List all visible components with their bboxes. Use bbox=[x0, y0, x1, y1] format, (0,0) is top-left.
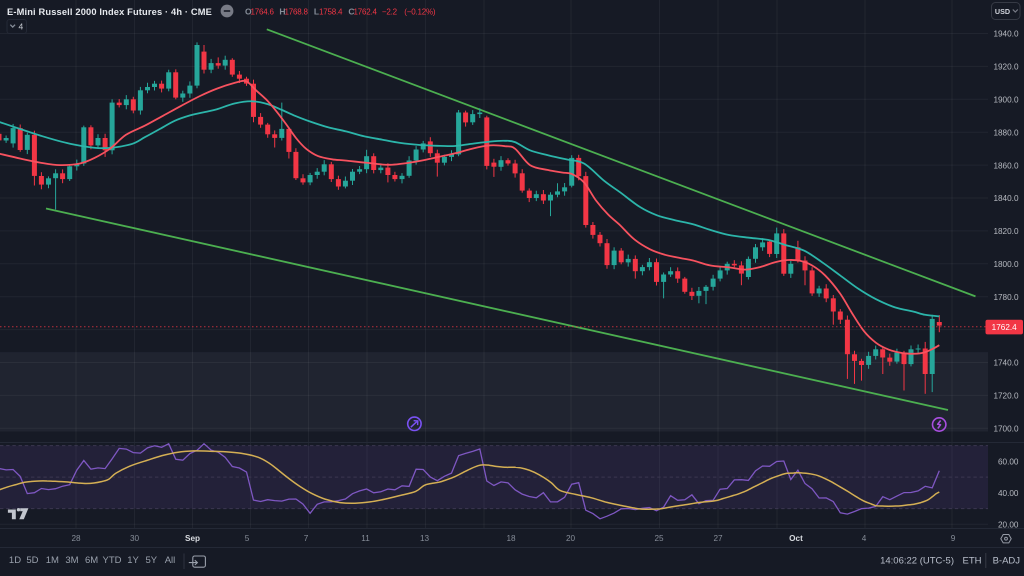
svg-text:5D: 5D bbox=[26, 555, 38, 566]
svg-text:All: All bbox=[165, 555, 176, 566]
svg-text:3M: 3M bbox=[65, 555, 78, 566]
svg-text:1840.0: 1840.0 bbox=[993, 194, 1018, 203]
svg-text:1880.0: 1880.0 bbox=[993, 128, 1018, 137]
svg-text:1820.0: 1820.0 bbox=[993, 227, 1018, 236]
svg-text:1762.4: 1762.4 bbox=[354, 8, 378, 17]
svg-text:1M: 1M bbox=[46, 555, 59, 566]
svg-text:30: 30 bbox=[130, 534, 140, 543]
svg-text:40.00: 40.00 bbox=[998, 489, 1019, 498]
svg-text:USD: USD bbox=[995, 7, 1010, 16]
svg-text:Sep: Sep bbox=[185, 534, 200, 543]
svg-text:1940.0: 1940.0 bbox=[993, 30, 1018, 39]
svg-text:5Y: 5Y bbox=[145, 555, 157, 566]
svg-text:28: 28 bbox=[71, 534, 81, 543]
svg-text:1900.0: 1900.0 bbox=[993, 96, 1018, 105]
svg-text:YTD: YTD bbox=[103, 555, 122, 566]
svg-text:ETH: ETH bbox=[963, 556, 982, 567]
svg-text:13: 13 bbox=[420, 534, 430, 543]
svg-text:1720.0: 1720.0 bbox=[993, 392, 1018, 401]
svg-text:O: O bbox=[245, 7, 252, 17]
svg-text:E-Mini Russell 2000 Index Futu: E-Mini Russell 2000 Index Futures · 4h ·… bbox=[7, 7, 212, 17]
svg-text:20.00: 20.00 bbox=[998, 521, 1019, 530]
svg-text:1758.4: 1758.4 bbox=[319, 8, 343, 17]
svg-text:H: H bbox=[279, 7, 285, 17]
svg-text:1762.4: 1762.4 bbox=[992, 323, 1017, 332]
svg-text:(−0.12%): (−0.12%) bbox=[404, 8, 436, 17]
svg-text:4: 4 bbox=[19, 22, 24, 32]
svg-text:1800.0: 1800.0 bbox=[993, 260, 1018, 269]
svg-text:−2.2: −2.2 bbox=[382, 8, 398, 17]
svg-text:1Y: 1Y bbox=[127, 555, 139, 566]
svg-text:6M: 6M bbox=[85, 555, 98, 566]
svg-text:4: 4 bbox=[862, 534, 867, 543]
svg-text:9: 9 bbox=[951, 534, 956, 543]
svg-text:11: 11 bbox=[361, 534, 370, 543]
svg-text:25: 25 bbox=[654, 534, 664, 543]
svg-text:B-ADJ: B-ADJ bbox=[993, 556, 1021, 567]
svg-text:L: L bbox=[314, 7, 319, 17]
svg-text:1D: 1D bbox=[9, 555, 21, 566]
svg-text:1768.8: 1768.8 bbox=[285, 8, 309, 17]
svg-text:1740.0: 1740.0 bbox=[993, 359, 1018, 368]
svg-text:1780.0: 1780.0 bbox=[993, 293, 1018, 302]
svg-text:1700.0: 1700.0 bbox=[993, 425, 1018, 434]
svg-text:60.00: 60.00 bbox=[998, 458, 1019, 467]
svg-text:27: 27 bbox=[713, 534, 723, 543]
svg-text:14:06:22 (UTC-5): 14:06:22 (UTC-5) bbox=[880, 556, 954, 567]
svg-text:C: C bbox=[348, 7, 354, 17]
svg-text:Oct: Oct bbox=[789, 534, 803, 543]
svg-text:1860.0: 1860.0 bbox=[993, 161, 1018, 170]
svg-text:7: 7 bbox=[304, 534, 309, 543]
svg-text:20: 20 bbox=[566, 534, 576, 543]
svg-text:18: 18 bbox=[506, 534, 516, 543]
svg-text:1920.0: 1920.0 bbox=[993, 63, 1018, 72]
svg-text:1764.6: 1764.6 bbox=[251, 8, 275, 17]
svg-text:5: 5 bbox=[245, 534, 250, 543]
